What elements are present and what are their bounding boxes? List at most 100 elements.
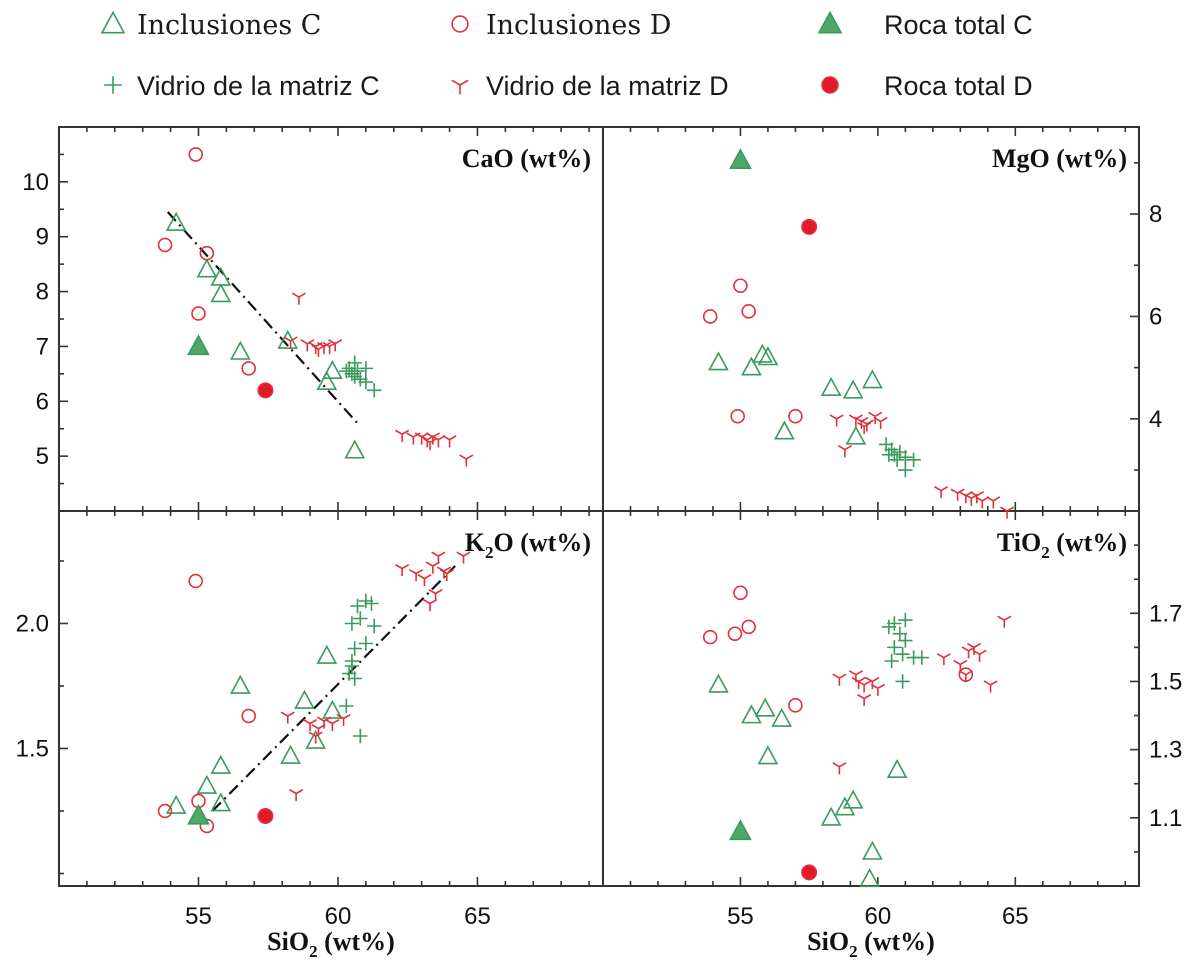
series-inc_c [165,211,366,459]
point-vid_c [887,640,902,655]
point-inc_d [188,573,203,589]
point-inc_d [733,278,748,293]
series-inc_d [702,278,803,424]
point-inc_c [322,699,343,719]
point-vid_d [975,496,990,509]
point-vid_d [325,718,340,732]
point-inc_c [708,673,729,693]
point-vid_d [291,292,306,305]
panel-title: K2O (wt%) [465,528,591,562]
legend-item-roca_c: Roca total C [817,10,1033,40]
series-inc_c [165,644,343,814]
y-tick-label: 6 [36,388,49,415]
point-inc_c [165,794,187,814]
point-vid_d [439,568,454,582]
point-inc_c [842,789,864,809]
point-vid_d [837,445,852,458]
point-inc_d [188,147,203,162]
series-vid_c [339,593,382,744]
point-vid_c [881,447,897,462]
point-inc_d [241,708,256,724]
point-inc_c [774,420,795,440]
y-tick-label: 1.7 [1149,600,1182,627]
point-inc_d [741,619,756,635]
point-inc_c [196,774,218,794]
point-vid_c [339,698,354,714]
point-inc_c [842,379,864,399]
point-vid_c [889,452,905,467]
y-tick-label: 1.3 [1149,737,1182,764]
point-vid_d [870,683,885,696]
legend-item-vid_c: Vidrio de la matriz C [104,71,380,101]
series-vid_d [283,292,474,467]
point-vid_d [829,414,844,427]
series-roca_c [729,819,752,841]
panel-title: TiO2 (wt%) [997,528,1127,562]
point-vid_c [344,653,360,669]
legend-marker-inc_c [100,10,126,34]
point-vid_c [350,598,365,614]
point-vid_c [364,596,379,611]
legend-marker-roca_d [821,76,839,94]
series-roca_d [257,382,274,399]
series-roca_c [187,334,210,356]
point-vid_d [832,762,847,775]
series-roca_d [801,218,818,235]
point-roca_c [729,148,752,169]
point-inc_c [886,758,908,778]
point-vid_d [873,416,888,430]
y-tick-label: 2.0 [16,611,49,638]
panel-1: 5 6 7 8 9 10 CaO (wt%) [22,126,591,512]
x-tick-label: 60 [865,903,892,930]
point-vid_d [308,731,323,744]
point-vid_d [936,653,951,666]
legend-item-inc_c: Inclusiones C [100,10,321,41]
point-roca_d [801,864,818,881]
point-inc_c [229,674,251,694]
point-vid_d [300,339,315,352]
series-inc_c [708,343,883,445]
x-tick-label: 60 [325,903,352,930]
y-tick-label: 4 [1149,406,1162,433]
point-vid_d [953,659,968,673]
point-inc_c [862,369,883,389]
legend-item-roca_d: Roca total D [821,71,1033,101]
y-tick-label: 1.1 [1149,805,1182,832]
point-roca_c [187,334,210,356]
point-vid_d [395,563,410,577]
point-vid_d [316,716,332,729]
legend-label-inc_d: Inclusiones D [486,10,671,41]
point-vid_c [906,452,921,467]
x-tick-label: 65 [464,903,491,930]
legend-label-inc_c: Inclusiones C [137,10,321,41]
point-inc_c [862,840,883,860]
point-inc_c [741,356,762,376]
point-vid_c [358,374,374,390]
point-inc_c [165,211,187,231]
point-vid_d [409,568,424,582]
series-roca_c [729,148,752,169]
legend-item-vid_d: Vidrio de la matriz D [451,71,729,101]
point-inc_c [820,806,842,826]
point-inc_c [845,425,867,445]
point-vid_c [895,674,910,689]
point-vid_d [934,486,949,499]
point-vid_c [898,462,913,478]
y-tick-label: 7 [36,333,49,360]
point-inc_d [702,629,718,645]
point-vid_c [358,636,374,651]
point-inc_c [771,707,793,727]
point-vid_d [431,551,446,564]
legend-item-inc_d: Inclusiones D [451,10,671,41]
point-inc_c [210,754,232,774]
chart-panels: 5 6 7 8 9 10 CaO (wt%) 4 6 8 MgO (wt%) 55 60 65 1.5 2.0… [16,126,1182,961]
point-vid_d [986,496,1001,509]
point-inc_c [210,283,232,303]
point-vid_c [367,383,382,398]
point-vid_d [422,437,438,451]
point-vid_d [417,573,432,587]
point-roca_c [729,819,752,841]
y-tick-label: 9 [36,224,49,251]
panel-2: 4 6 8 MgO (wt%) [629,127,1162,519]
point-vid_d [431,435,446,448]
